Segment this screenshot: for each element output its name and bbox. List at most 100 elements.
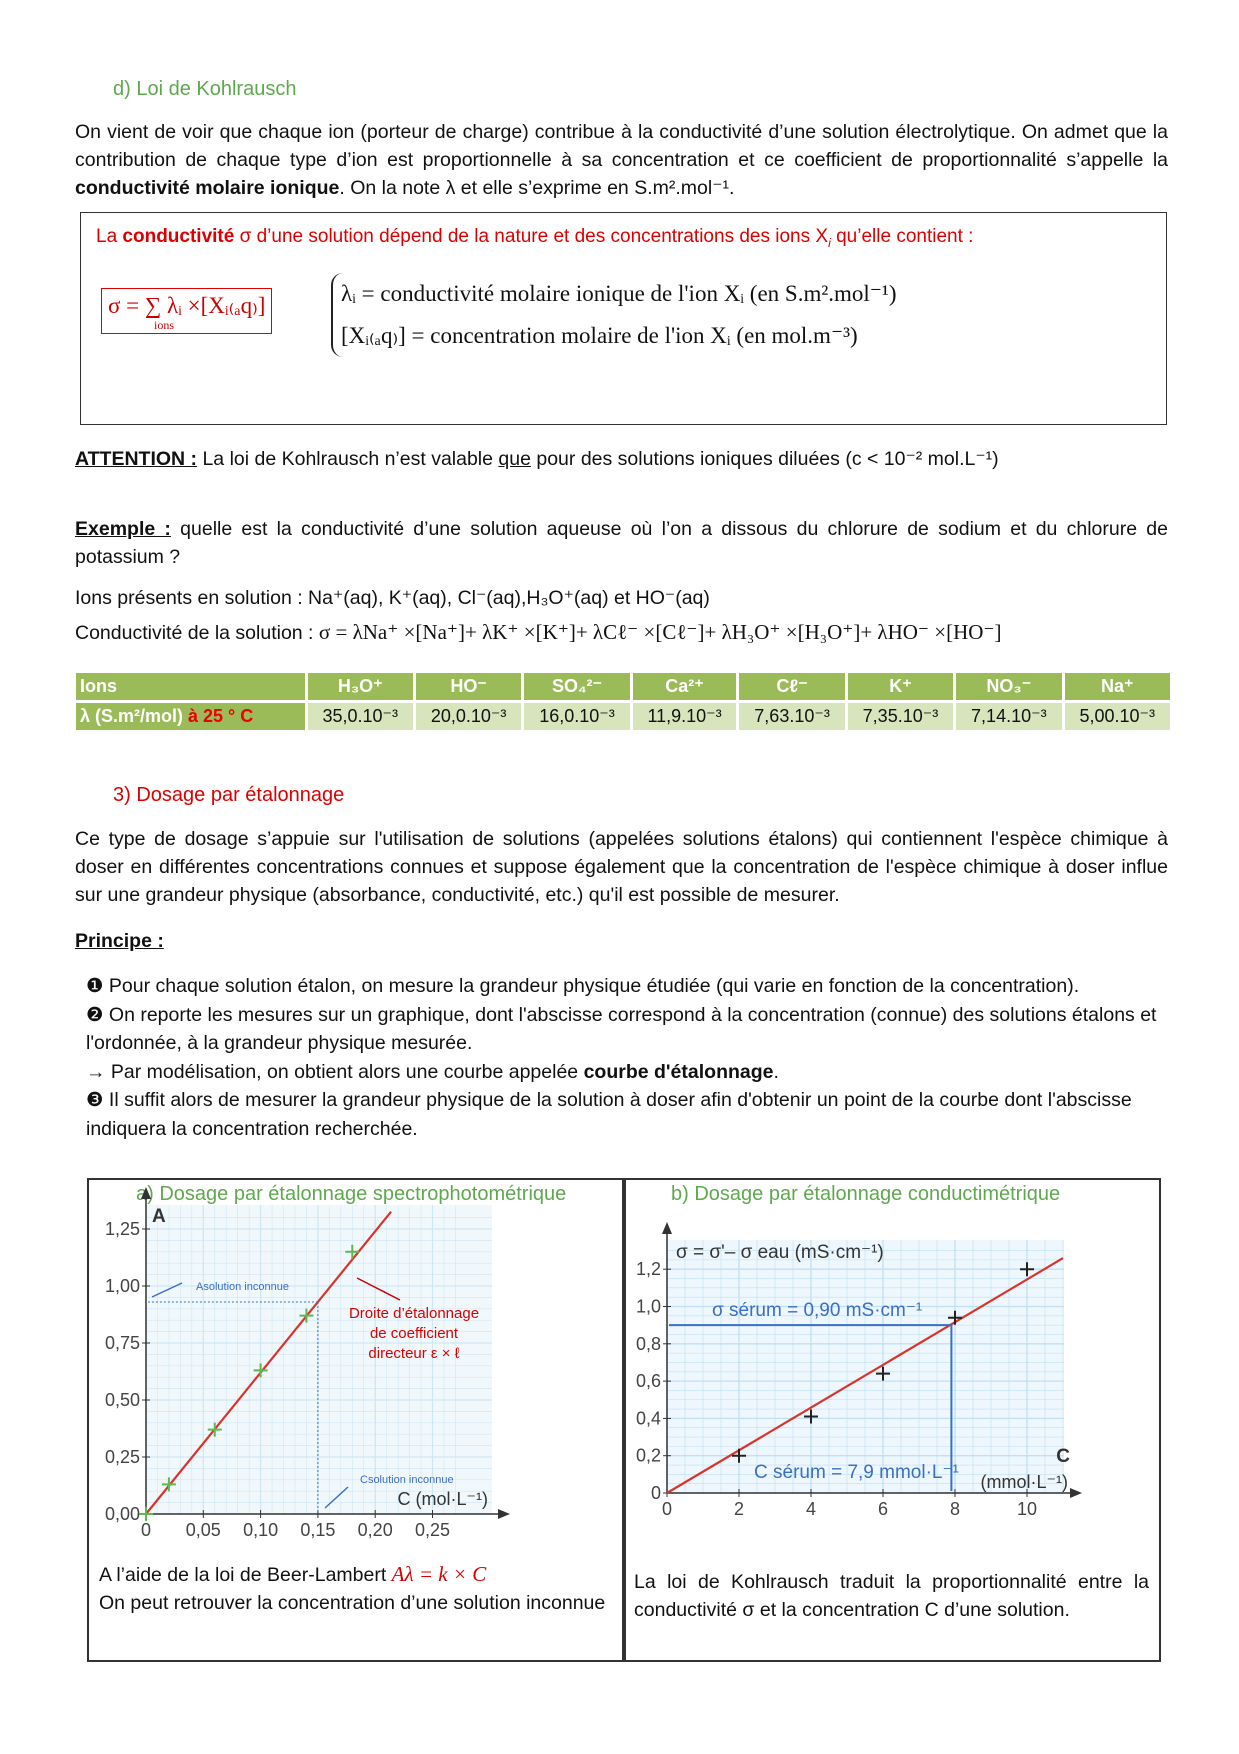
lambda-definition: λᵢ = conductivité molaire ionique de l'i… bbox=[341, 281, 897, 306]
temperature: à 25 ° C bbox=[188, 706, 254, 726]
beer-lambert-formula: Aλ = k × C bbox=[391, 1562, 487, 1586]
x-tick-label: 0,25 bbox=[415, 1520, 450, 1540]
definitions: λᵢ = conductivité molaire ionique de l'i… bbox=[331, 273, 896, 357]
header-cell: NO₃⁻ bbox=[956, 673, 1062, 700]
section-d-title: d) Loi de Kohlrausch bbox=[113, 78, 297, 100]
arrow-icon bbox=[324, 1486, 349, 1509]
x-axis-label: C bbox=[1056, 1446, 1070, 1467]
section-3-intro: Ce type de dosage s’appuie sur l'utilisa… bbox=[75, 828, 1168, 906]
header-cell: Cℓ⁻ bbox=[739, 673, 845, 700]
header-cell: Ions bbox=[76, 673, 305, 700]
y-tick-label: 0 bbox=[651, 1483, 661, 1503]
value-cell: 35,0.10⁻³ bbox=[307, 703, 413, 730]
text: A l’aide de la loi de Beer-Lambert bbox=[99, 1564, 392, 1586]
value-cell: 11,9.10⁻³ bbox=[632, 703, 737, 730]
y-tick-label: 0,00 bbox=[105, 1504, 140, 1524]
text: → Par modélisation, on obtient alors une… bbox=[86, 1060, 584, 1083]
principe-steps: ❶ Pour chaque solution étalon, on mesure… bbox=[86, 972, 1166, 1143]
kohlrausch-formula: σ = ∑ λᵢ ×[Xᵢ₍ₐq₎] ions bbox=[101, 288, 273, 334]
panel-b: b) Dosage par étalonnage conductimétriqu… bbox=[622, 1178, 1161, 1662]
y-tick-label: 1,2 bbox=[636, 1259, 661, 1279]
y-axis-arrow-icon bbox=[662, 1222, 672, 1234]
bold-term: courbe d'étalonnage bbox=[583, 1060, 774, 1083]
y-tick-label: 1,0 bbox=[636, 1297, 661, 1317]
text: pour des solutions ioniques diluées (c <… bbox=[530, 448, 999, 470]
x-tick-label: 4 bbox=[806, 1499, 816, 1519]
c-unknown-label: Csolution inconnue bbox=[360, 1474, 454, 1486]
line-label: directeur ε × ℓ bbox=[368, 1345, 459, 1362]
x-axis-arrow-icon bbox=[498, 1509, 510, 1519]
y-axis-arrow-icon bbox=[141, 1187, 151, 1199]
principe-label: Principe : bbox=[75, 930, 164, 952]
value-cell: 20,0.10⁻³ bbox=[415, 703, 522, 730]
value-cell: 5,00.10⁻³ bbox=[1064, 703, 1170, 730]
text: λ (S.m²/mol) bbox=[80, 706, 189, 726]
underlined-que: que bbox=[498, 448, 531, 470]
panel-b-caption: La loi de Kohlrausch traduit la proporti… bbox=[634, 1571, 1149, 1621]
x-axis-label: C (mol·L⁻¹) bbox=[398, 1489, 489, 1509]
sum-subscript: ions bbox=[154, 318, 175, 332]
ion-conductivity-table: Ions H₃O⁺ HO⁻ SO₄²⁻ Ca²⁺ Cℓ⁻ K⁺ NO₃⁻ Na⁺… bbox=[73, 670, 1173, 733]
text: La loi de Kohlrausch n’est valable bbox=[197, 448, 499, 470]
text: quelle est la conductivité d’une solutio… bbox=[75, 518, 1168, 568]
value-cell: 7,63.10⁻³ bbox=[739, 703, 845, 730]
conductivity-formula: σ = λNa⁺ ×[Na⁺]+ λK⁺ ×[K⁺]+ λCℓ⁻ ×[Cℓ⁻]+… bbox=[318, 620, 1002, 644]
bold-term: conductivité molaire ionique bbox=[75, 177, 340, 199]
header-cell: Ca²⁺ bbox=[632, 673, 737, 700]
row-label: λ (S.m²/mol) à 25 ° C bbox=[76, 703, 305, 730]
y-tick-label: 0,50 bbox=[105, 1390, 140, 1410]
x-axis-arrow-icon bbox=[1070, 1488, 1082, 1498]
arrow-icon bbox=[151, 1282, 183, 1298]
formula: σ = ∑ λᵢ ×[Xᵢ₍ₐq₎] bbox=[108, 293, 266, 318]
table-row: λ (S.m²/mol) à 25 ° C 35,0.10⁻³ 20,0.10⁻… bbox=[76, 703, 1170, 730]
x-tick-label: 6 bbox=[878, 1499, 888, 1519]
y-tick-label: 0,4 bbox=[636, 1408, 661, 1428]
x-tick-label: 8 bbox=[950, 1499, 960, 1519]
step-3: ❸ Il suffit alors de mesurer la grandeur… bbox=[86, 1089, 1132, 1140]
value-cell: 16,0.10⁻³ bbox=[524, 703, 630, 730]
value-cell: 7,35.10⁻³ bbox=[847, 703, 954, 730]
x-tick-label: 0,05 bbox=[186, 1520, 221, 1540]
y-axis-label: A bbox=[152, 1206, 166, 1227]
y-tick-label: 1,00 bbox=[105, 1276, 140, 1296]
y-tick-label: 0,6 bbox=[636, 1371, 661, 1391]
law-statement: La conductivité σ d’une solution dépend … bbox=[96, 226, 973, 250]
header-cell: K⁺ bbox=[847, 673, 954, 700]
sigma-serum-label: σ sérum = 0,90 mS·cm⁻¹ bbox=[712, 1300, 922, 1321]
bold-term: conductivité bbox=[122, 226, 235, 247]
text: On peut retrouver la concentration d’une… bbox=[99, 1592, 606, 1614]
y-tick-label: 0,2 bbox=[636, 1446, 661, 1466]
x-tick-label: 10 bbox=[1017, 1499, 1037, 1519]
text: La bbox=[96, 226, 123, 247]
data-point bbox=[948, 1310, 962, 1325]
text: σ d’une solution dépend de la nature et … bbox=[234, 226, 829, 247]
example-label: Exemple : bbox=[75, 518, 171, 540]
attention-note: ATTENTION : La loi de Kohlrausch n’est v… bbox=[75, 445, 1168, 473]
kohlrausch-intro: On vient de voir que chaque ion (porteur… bbox=[75, 118, 1168, 202]
arrow-icon bbox=[356, 1277, 401, 1301]
data-point bbox=[345, 1244, 360, 1259]
text: qu’elle contient : bbox=[830, 226, 974, 247]
x-tick-label: 0 bbox=[662, 1499, 672, 1519]
x-tick-label: 0,20 bbox=[358, 1520, 393, 1540]
y-tick-label: 1,25 bbox=[105, 1219, 140, 1239]
panel-b-title: b) Dosage par étalonnage conductimétriqu… bbox=[671, 1183, 1061, 1205]
section-3-title: 3) Dosage par étalonnage bbox=[113, 784, 345, 806]
data-point bbox=[253, 1363, 268, 1378]
data-point bbox=[139, 1507, 153, 1521]
text: . bbox=[773, 1060, 779, 1083]
y-tick-label: 0,75 bbox=[105, 1333, 140, 1353]
data-point bbox=[876, 1366, 890, 1381]
panel-a-title: a) Dosage par étalonnage spectrophotomét… bbox=[136, 1183, 567, 1205]
c-serum-label: C sérum = 7,9 mmol·L⁻¹ bbox=[754, 1462, 959, 1483]
x-tick-label: 0,10 bbox=[243, 1520, 278, 1540]
panel-a-caption: A l’aide de la loi de Beer-Lambert Aλ = … bbox=[99, 1560, 614, 1617]
header-cell: Na⁺ bbox=[1064, 673, 1170, 700]
value-cell: 7,14.10⁻³ bbox=[956, 703, 1062, 730]
ions-present: Ions présents en solution : Na⁺(aq), K⁺(… bbox=[75, 587, 710, 609]
concentration-definition: [Xᵢ₍ₐq₎] = concentration molaire de l'io… bbox=[341, 323, 858, 348]
step-2: ❷ On reporte les mesures sur un graphiqu… bbox=[86, 1003, 1157, 1055]
x-axis-unit: (mmol·L⁻¹) bbox=[981, 1472, 1069, 1492]
data-point bbox=[207, 1422, 222, 1437]
